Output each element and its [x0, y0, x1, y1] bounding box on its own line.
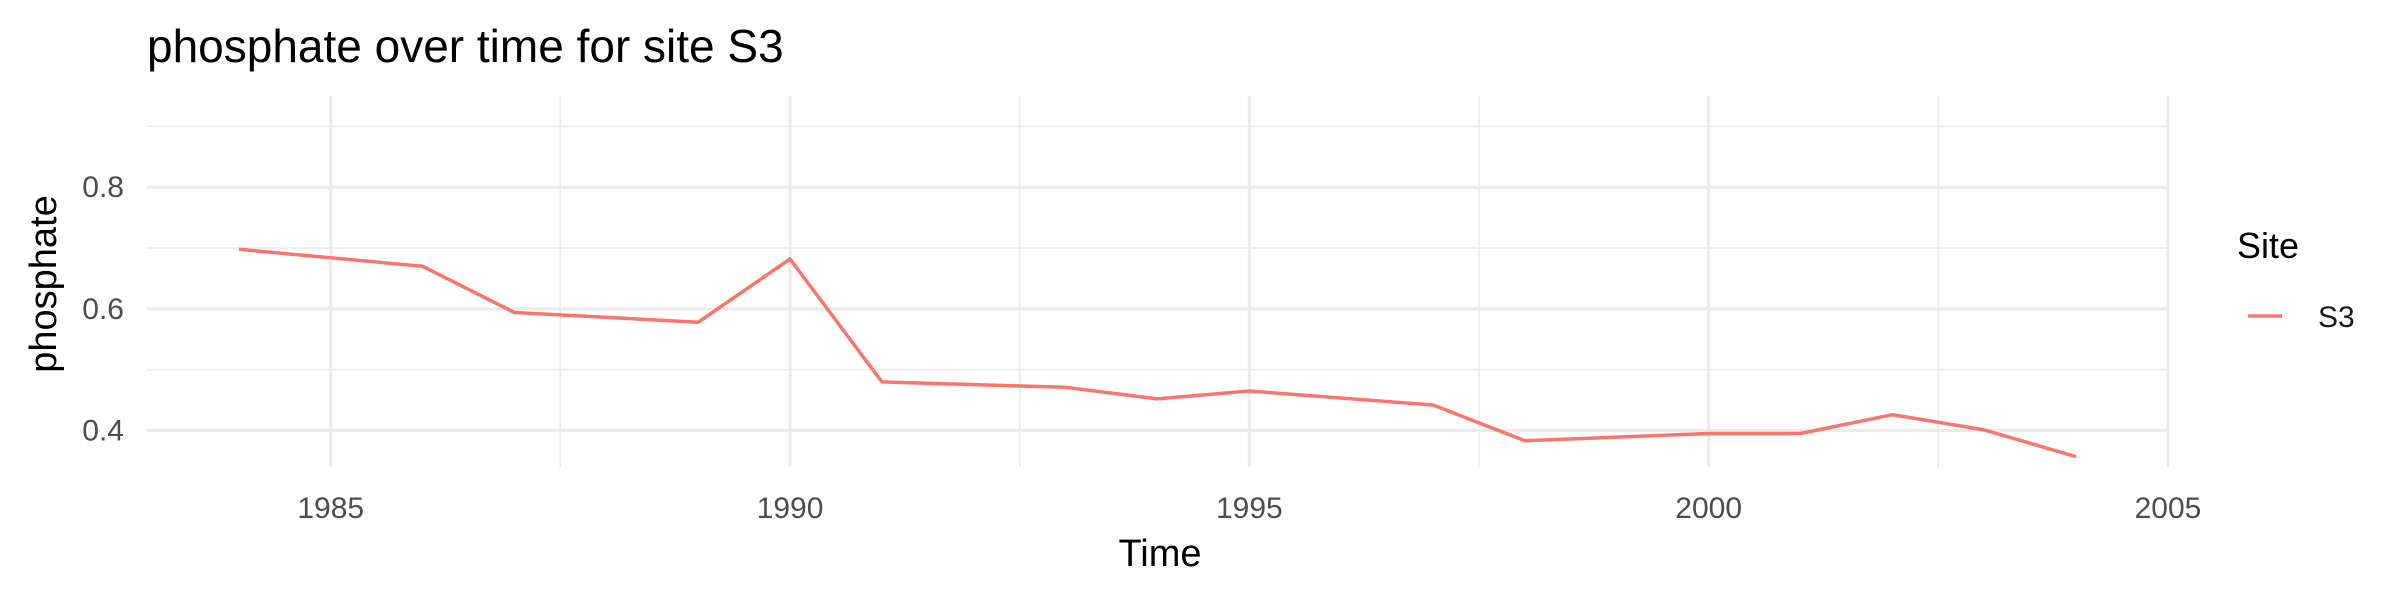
x-axis-ticks: 1985 1990 1995 2000 2005: [297, 492, 2201, 525]
x-tick-label: 1995: [1216, 492, 1283, 525]
chart-title: phosphate over time for site S3: [147, 20, 784, 72]
y-tick-label: 0.4: [82, 415, 124, 448]
legend-title: Site: [2237, 225, 2299, 266]
x-tick-label: 1985: [297, 492, 364, 525]
x-tick-label: 2005: [2135, 492, 2202, 525]
x-axis-title: Time: [1118, 533, 1201, 575]
x-tick-label: 2000: [1675, 492, 1742, 525]
x-tick-label: 1990: [757, 492, 824, 525]
series-line-s3: [238, 247, 2077, 459]
y-tick-label: 0.6: [82, 293, 124, 326]
y-axis-title: phosphate: [23, 195, 65, 373]
legend-label-s3: S3: [2318, 301, 2355, 334]
grid: [147, 96, 2170, 467]
legend: Site S3: [2237, 225, 2355, 334]
y-tick-label: 0.8: [82, 171, 124, 204]
y-axis-ticks: 0.4 0.6 0.8: [82, 171, 124, 447]
series-layer: [238, 247, 2077, 459]
